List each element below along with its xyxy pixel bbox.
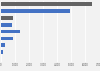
- Bar: [1, 2, 92, 6]
- Bar: [1, 50, 3, 54]
- Bar: [1, 16, 13, 20]
- Bar: [1, 9, 70, 13]
- Bar: [1, 30, 20, 34]
- Bar: [1, 23, 12, 27]
- Bar: [1, 43, 5, 47]
- Bar: [1, 37, 13, 40]
